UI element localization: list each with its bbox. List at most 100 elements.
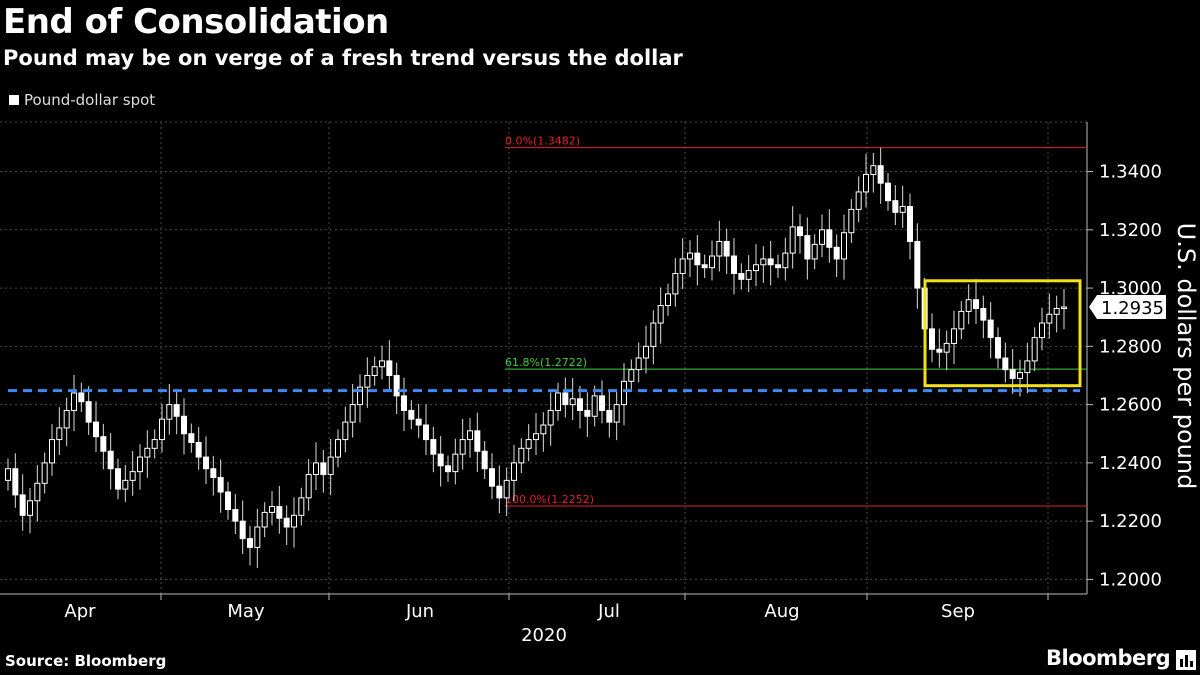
candle-body [283, 517, 290, 528]
candle-body [408, 409, 415, 420]
legend-label: Pound-dollar spot [24, 91, 156, 109]
candle-body [1017, 372, 1023, 379]
candle-body [650, 322, 657, 347]
candle-body [151, 439, 158, 449]
candle-body [291, 514, 297, 528]
candle-body [657, 305, 664, 324]
candle-body [188, 433, 195, 443]
candle-body [85, 401, 92, 423]
candle-body [415, 418, 422, 426]
candle-body [1009, 369, 1016, 379]
candle-body [892, 200, 899, 213]
x-tick-label: Jul [597, 601, 620, 622]
candle-body [335, 439, 341, 458]
candle-body [555, 392, 561, 411]
candle-body [1031, 337, 1038, 362]
candle-body [775, 264, 781, 269]
candle-body [987, 319, 994, 339]
candle-body [401, 395, 407, 411]
candle-body [41, 462, 48, 484]
candle-body [943, 342, 950, 353]
chart-title: End of Consolidation [3, 2, 389, 42]
candle-body [687, 252, 693, 260]
candle-body [709, 255, 715, 269]
candle-body [606, 409, 613, 423]
candle-body [965, 299, 972, 312]
candle-body [899, 205, 906, 213]
candle-body [181, 415, 187, 435]
candle-body [1039, 322, 1045, 339]
candle-body [63, 409, 70, 429]
candle-body [789, 226, 796, 254]
x-tick-label: Aug [764, 601, 799, 622]
candle-body [386, 360, 393, 376]
candle-body [137, 456, 143, 473]
candle-body [195, 441, 202, 458]
candle-body [437, 453, 444, 467]
candle-body [122, 479, 129, 490]
candle-body [93, 421, 99, 438]
candle-body [518, 447, 525, 464]
candle-body [591, 395, 598, 417]
last-value-label: 1.2935 [1101, 298, 1164, 319]
candle-body [474, 430, 481, 452]
y-tick-label: 1.2400 [1099, 453, 1162, 474]
candle-body [980, 307, 987, 321]
candle-body [525, 439, 532, 449]
candle-body [533, 433, 539, 441]
candle-body [929, 328, 935, 350]
candle-body [738, 273, 745, 280]
candle-body [313, 462, 319, 476]
candle-body [1046, 313, 1053, 324]
candle-body [357, 386, 363, 406]
candle-body [811, 243, 818, 260]
candle-body [914, 240, 921, 289]
candle-body [1002, 357, 1009, 371]
fib-level-label: 100.0%(1.2252) [505, 493, 594, 506]
y-tick-label: 1.3200 [1099, 220, 1162, 241]
candle-body [1024, 360, 1031, 374]
candle-body [496, 485, 503, 499]
candle-body [643, 345, 649, 359]
candle-body [452, 453, 459, 473]
candle-body [379, 360, 385, 368]
candle-body [371, 366, 378, 376]
legend: Pound-dollar spot [9, 91, 155, 109]
candle-body [716, 240, 723, 257]
candle-body [49, 439, 55, 464]
candle-body [305, 474, 312, 499]
candle-body [489, 468, 495, 487]
candle-body [269, 506, 275, 513]
candle-body [547, 409, 554, 426]
candle-body [217, 476, 224, 493]
candle-body [129, 471, 136, 481]
candle-body [562, 392, 569, 406]
candles [5, 147, 1067, 569]
y-tick-label: 1.2000 [1099, 569, 1162, 590]
candle-body [936, 348, 943, 353]
candle-body [679, 258, 686, 275]
candle-body [753, 264, 759, 272]
candle-body [621, 380, 627, 406]
candle-body [672, 273, 679, 295]
candle-body [349, 404, 356, 423]
candle-body [71, 392, 77, 411]
candle-body [159, 418, 165, 441]
candle-body [599, 395, 605, 411]
candle-body [613, 404, 620, 423]
candle-body [569, 398, 576, 406]
candle-body [1053, 307, 1060, 315]
candle-body [327, 456, 334, 476]
candle-body [232, 509, 239, 522]
candle-body [320, 462, 327, 476]
y-tick-label: 1.2800 [1099, 336, 1162, 357]
candle-body [423, 424, 429, 441]
candle-body [430, 439, 437, 455]
candle-body [364, 374, 371, 388]
y-tick-label: 1.3400 [1099, 162, 1162, 183]
candle-body [203, 456, 209, 470]
x-tick-label: Apr [64, 601, 96, 622]
candle-body [107, 450, 114, 470]
x-year-label: 2020 [521, 625, 567, 646]
candle-body [907, 205, 913, 242]
